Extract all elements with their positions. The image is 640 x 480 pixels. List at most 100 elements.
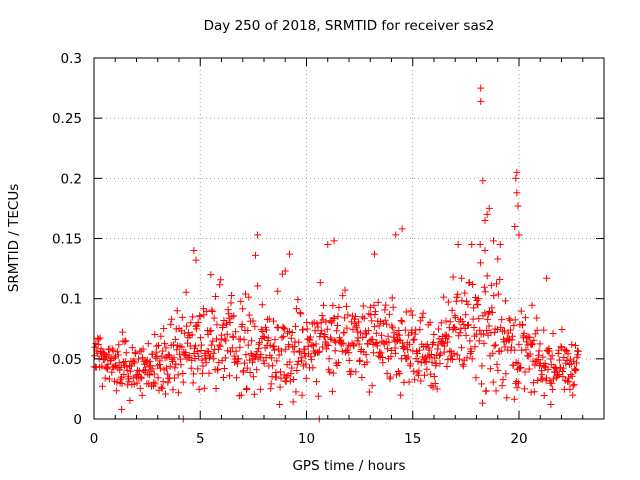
data-point	[340, 328, 348, 336]
data-point	[512, 174, 520, 182]
data-point	[283, 373, 291, 381]
data-point	[487, 281, 495, 289]
data-point	[220, 365, 228, 373]
data-point	[311, 327, 319, 335]
data-point	[238, 320, 246, 328]
data-point	[462, 331, 470, 339]
data-point	[115, 341, 123, 349]
data-point	[269, 362, 277, 370]
data-point	[286, 377, 294, 385]
data-point	[307, 356, 315, 364]
data-point	[258, 301, 266, 309]
data-point	[227, 299, 235, 307]
data-point	[265, 315, 273, 323]
data-point	[121, 338, 129, 346]
data-point	[341, 286, 349, 294]
data-point	[549, 385, 557, 393]
data-point	[158, 384, 166, 392]
data-point	[435, 352, 443, 360]
data-point	[154, 374, 162, 382]
data-point	[423, 365, 431, 373]
data-point	[392, 349, 400, 357]
data-point	[286, 250, 293, 258]
data-point	[182, 288, 190, 296]
data-point	[511, 316, 519, 324]
data-point	[183, 322, 191, 330]
data-point	[210, 314, 218, 322]
data-point	[126, 367, 134, 375]
data-point	[114, 351, 122, 359]
data-point	[155, 341, 163, 349]
data-point	[328, 387, 336, 395]
data-point	[110, 354, 118, 362]
data-point	[288, 364, 296, 372]
data-point	[227, 291, 235, 299]
data-point	[535, 347, 543, 355]
data-point	[290, 376, 298, 384]
data-point	[207, 327, 215, 335]
data-point	[430, 330, 438, 338]
data-point	[339, 292, 347, 300]
data-point	[216, 281, 224, 289]
data-point	[421, 371, 429, 379]
data-point	[318, 327, 326, 335]
data-point	[525, 365, 533, 373]
data-point	[510, 322, 518, 330]
data-point	[563, 356, 571, 364]
data-point	[190, 370, 198, 378]
data-point	[462, 311, 470, 319]
data-point	[302, 374, 310, 382]
data-point	[276, 401, 284, 409]
data-point	[463, 354, 471, 362]
data-point	[239, 305, 247, 313]
data-point	[293, 367, 301, 374]
data-point	[494, 366, 502, 374]
data-point	[534, 376, 542, 384]
x-tick-label: 10	[298, 431, 315, 447]
data-point	[259, 333, 267, 341]
data-point	[232, 328, 240, 336]
data-point	[343, 324, 351, 332]
data-point	[315, 347, 323, 355]
data-point	[458, 274, 466, 282]
data-point	[109, 347, 117, 355]
data-point	[237, 391, 245, 399]
data-point	[407, 307, 415, 315]
data-point	[341, 314, 349, 322]
data-point	[243, 364, 251, 372]
data-point	[384, 332, 392, 340]
data-point	[326, 368, 334, 376]
data-point	[113, 348, 121, 356]
data-point	[280, 324, 288, 332]
data-point	[303, 319, 311, 327]
data-point	[264, 334, 272, 342]
data-point	[276, 383, 284, 391]
data-point	[261, 333, 269, 341]
data-point	[366, 303, 374, 311]
data-point	[150, 370, 158, 378]
data-point	[350, 342, 358, 350]
data-point	[554, 372, 562, 380]
data-point	[180, 350, 188, 358]
data-point	[474, 301, 482, 309]
data-point	[572, 366, 580, 374]
data-point	[383, 320, 391, 328]
data-point	[401, 326, 409, 334]
data-point	[118, 405, 126, 413]
data-point	[549, 330, 557, 338]
data-point	[134, 355, 142, 363]
data-point	[496, 275, 504, 283]
data-point	[453, 351, 461, 359]
data-point	[363, 358, 371, 366]
data-point	[185, 352, 193, 360]
data-point	[385, 310, 393, 318]
data-point	[373, 342, 381, 350]
axis-ticks	[93, 57, 604, 420]
data-point	[223, 330, 231, 338]
data-point	[528, 301, 536, 309]
data-point	[104, 360, 112, 368]
data-point	[212, 384, 220, 392]
data-point	[482, 387, 490, 395]
data-point	[198, 356, 206, 364]
